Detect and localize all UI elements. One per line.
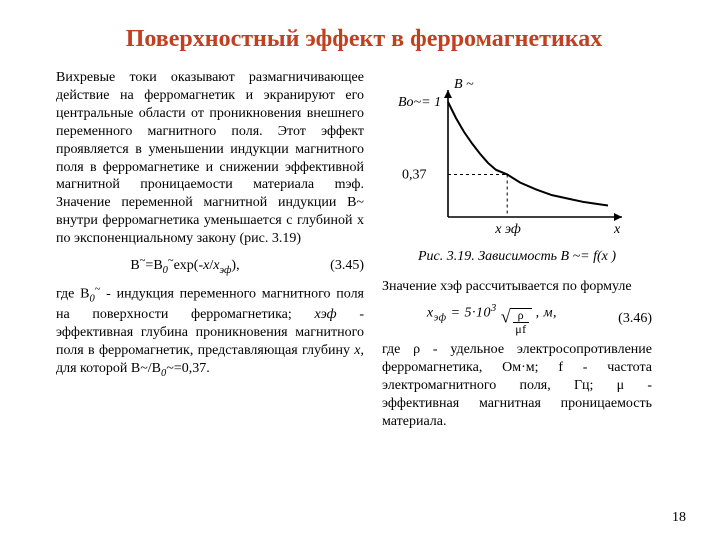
eq2-unit: , м, xyxy=(536,305,557,320)
t1: где B xyxy=(56,287,89,302)
right-para-1: Значение xэф рассчитывается по фор­муле xyxy=(382,278,652,296)
equation-346-row: xэф = 5·103 √ ρ μf , м, (3.46) xyxy=(382,302,652,336)
caption-b: Зависимость B ~= f(x ) xyxy=(478,249,616,264)
equation-345-row: B~=B0~exp(-x/xэф), (3.45) xyxy=(56,254,364,277)
page-title: Поверхностный эффект в ферромагнетиках xyxy=(56,26,672,53)
equation-346-num: (3.46) xyxy=(602,310,652,328)
page-number: 18 xyxy=(672,510,686,526)
equation-346: xэф = 5·103 √ ρ μf , м, xyxy=(382,302,602,336)
decay-chart-svg: B ~ Bo~= 1 0,37 x эф x xyxy=(392,69,642,244)
t5: ~=0,37. xyxy=(166,361,209,376)
right-column: B ~ Bo~= 1 0,37 x эф x Рис. 3.19. Зависимост… xyxy=(382,69,652,435)
eq2-frac-num: ρ xyxy=(513,309,528,323)
left-para-1: Вихревые токи оказывают размагничива­юще… xyxy=(56,69,364,248)
caption-a: Рис. 3.19. xyxy=(418,249,478,264)
svg-text:0,37: 0,37 xyxy=(402,167,427,182)
equation-345-text: B~=B0~exp(-x/xэф), xyxy=(130,258,239,273)
decay-chart: B ~ Bo~= 1 0,37 x эф x xyxy=(392,69,642,244)
sub0: 0 xyxy=(89,293,94,304)
svg-text:Bo~= 1: Bo~= 1 xyxy=(398,95,441,110)
figure-caption: Рис. 3.19. Зависимость B ~= f(x ) xyxy=(382,248,652,266)
xef-sym: xэф xyxy=(314,307,336,322)
svg-text:B ~: B ~ xyxy=(454,77,474,92)
left-column: Вихревые токи оказывают размагничива­юще… xyxy=(56,69,364,435)
right-para-2: где ρ - удельное электросопротив­ление ф… xyxy=(382,341,652,431)
eq2-frac-den: μf xyxy=(513,323,528,336)
svg-text:x: x xyxy=(613,222,621,237)
equation-345: B~=B0~exp(-x/xэф), xyxy=(56,254,314,277)
equation-345-num: (3.45) xyxy=(314,257,364,275)
eq2-exp: 3 xyxy=(491,303,497,314)
columns: Вихревые токи оказывают размагничива­юще… xyxy=(56,69,672,435)
svg-text:x эф: x эф xyxy=(494,222,521,237)
left-para-2: где B0~ - индукция переменного магнитног… xyxy=(56,283,364,380)
